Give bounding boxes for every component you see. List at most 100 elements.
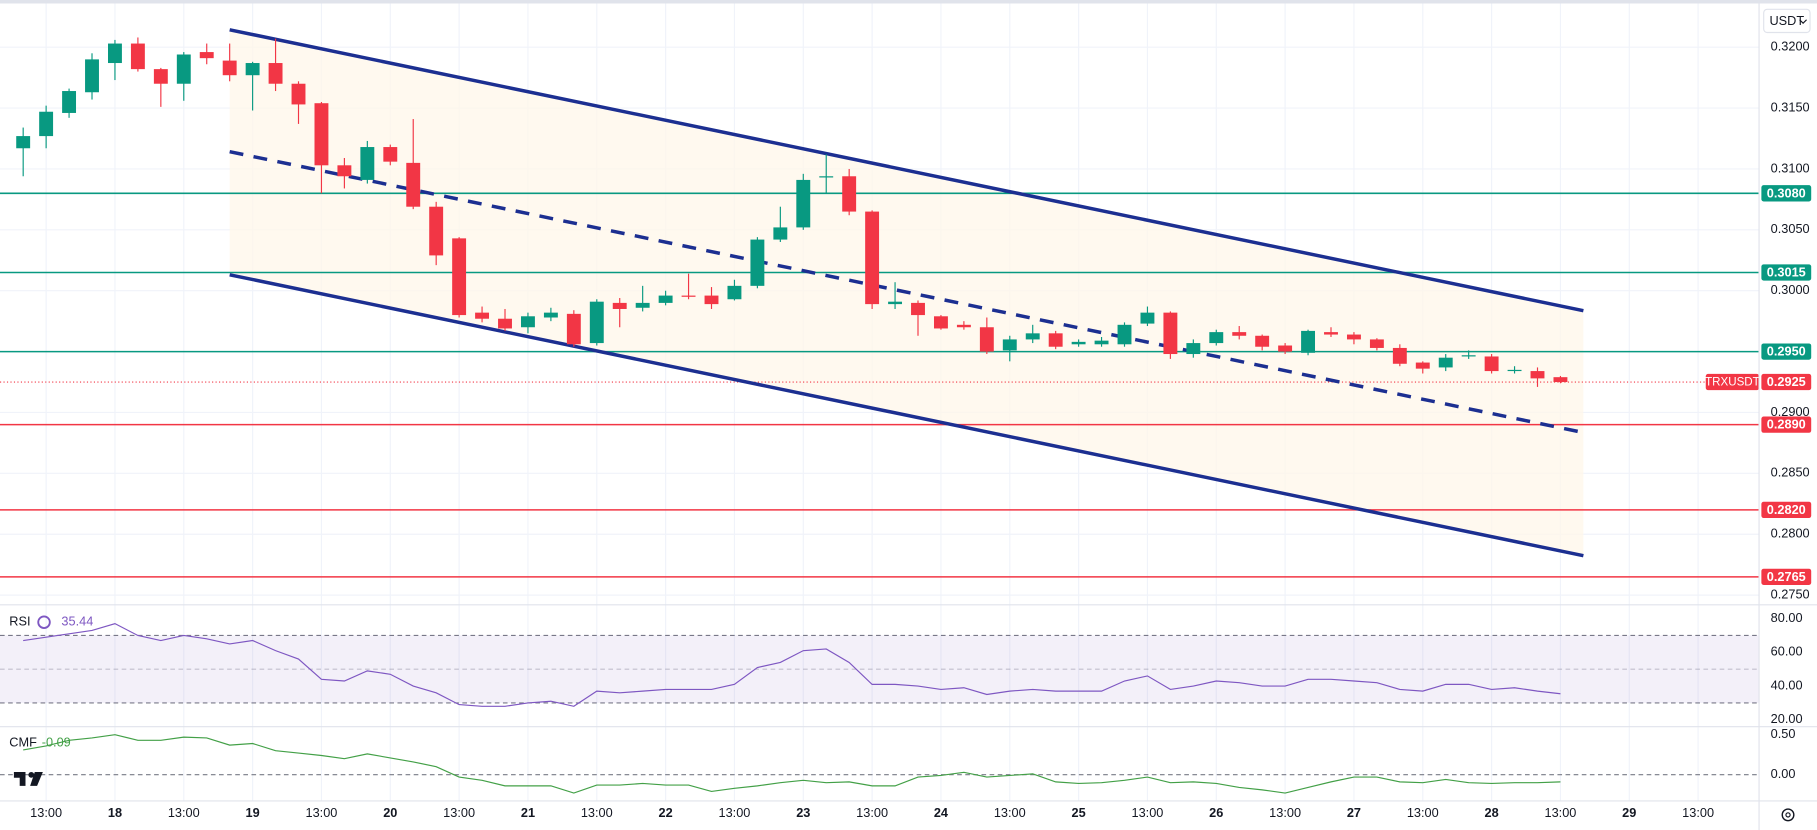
rsi-title: RSI <box>9 614 30 629</box>
y-tick-label: 20.00 <box>1771 711 1803 726</box>
candle-body <box>1369 339 1384 348</box>
level-label-box <box>1761 264 1812 281</box>
x-tick-label: 13:00 <box>1132 805 1164 820</box>
candle-body <box>956 324 971 328</box>
currency-label[interactable]: USDT <box>1769 13 1804 28</box>
candle-body <box>1530 371 1545 379</box>
y-tick-label: 80.00 <box>1771 610 1803 625</box>
candle-body <box>314 103 329 166</box>
y-tick-label: 0.50 <box>1771 726 1796 741</box>
x-tick-label: 23 <box>796 805 810 820</box>
candle-body <box>888 301 903 305</box>
candle-body <box>222 60 237 76</box>
candle-body <box>566 313 581 345</box>
candle-body <box>1438 357 1453 368</box>
gear-center[interactable] <box>1785 812 1791 818</box>
x-tick-label: 27 <box>1347 805 1361 820</box>
top-border <box>0 0 1817 4</box>
candle-body <box>819 176 834 178</box>
x-tick-label: 26 <box>1209 805 1223 820</box>
level-label-box <box>1761 568 1812 585</box>
candle-body <box>933 316 948 329</box>
x-tick-label: 28 <box>1485 805 1499 820</box>
level-label-box <box>1761 343 1812 360</box>
level-label-box <box>1761 501 1812 519</box>
candle-body <box>1163 312 1178 355</box>
candle-body <box>979 327 994 352</box>
candle-body <box>727 285 742 300</box>
x-tick-label: 29 <box>1622 805 1636 820</box>
candle-body <box>291 83 306 105</box>
candle-body <box>268 63 283 84</box>
level-label: 0.2820 <box>1767 502 1806 517</box>
candle-body <box>1553 377 1568 383</box>
cmf-title: CMF <box>9 734 37 749</box>
symbol-label: TRXUSDT <box>1705 377 1760 389</box>
candle-body <box>865 211 880 305</box>
candle-body <box>176 54 191 84</box>
candle-body <box>62 91 77 113</box>
level-label: 0.3080 <box>1767 185 1806 200</box>
y-tick-label: 0.3000 <box>1771 282 1810 297</box>
candle-body <box>1117 324 1132 345</box>
rsi-settings-icon[interactable] <box>37 615 51 629</box>
y-tick-label: 60.00 <box>1771 644 1803 659</box>
gear-icon[interactable] <box>1781 808 1795 822</box>
y-tick-label: 0.2850 <box>1771 465 1810 480</box>
logo-part <box>28 771 35 778</box>
candle-body <box>406 162 421 207</box>
channel-mid-line <box>229 149 1584 435</box>
candle-body <box>199 52 214 59</box>
candle-body <box>39 111 54 137</box>
x-tick-label: 13:00 <box>1545 805 1577 820</box>
x-tick-label: 13:00 <box>30 805 62 820</box>
candle-body <box>1346 334 1361 340</box>
candle-body <box>589 301 604 344</box>
levels-layer <box>0 192 1760 578</box>
logo <box>13 771 43 786</box>
candle-body <box>635 302 650 308</box>
marks-layer <box>16 28 1584 794</box>
currency-button-box[interactable] <box>1763 8 1811 34</box>
candle-body <box>429 206 444 256</box>
candle-body <box>520 316 535 328</box>
y-tick-label: 0.2900 <box>1771 404 1810 419</box>
x-tick-label: 24 <box>934 805 949 820</box>
rsi-line <box>23 623 1561 707</box>
x-tick-label: 13:00 <box>994 805 1026 820</box>
x-tick-label: 22 <box>659 805 673 820</box>
level-label: 0.3015 <box>1767 264 1806 279</box>
candle-body <box>1301 330 1316 353</box>
candle-body <box>16 136 31 149</box>
candle-body <box>1324 332 1338 335</box>
candle-body <box>1278 345 1293 352</box>
refresh-icon[interactable] <box>37 615 51 629</box>
symbol-label-box <box>1705 373 1760 391</box>
x-tick-label: 13:00 <box>1682 805 1714 820</box>
candle-body <box>1209 332 1224 344</box>
candle-body <box>1392 347 1407 364</box>
candle-body <box>1140 312 1155 324</box>
candle-body <box>658 295 673 303</box>
level-label: 0.2765 <box>1767 569 1806 584</box>
logo-part <box>13 771 26 786</box>
candle-body <box>1255 335 1270 347</box>
candle-body <box>911 302 925 316</box>
candle-body <box>543 312 558 318</box>
candle-body <box>1484 356 1499 372</box>
x-tick-label: 20 <box>383 805 397 820</box>
x-tick-label: 13:00 <box>581 805 613 820</box>
dropdown-arrow[interactable] <box>1799 19 1807 25</box>
x-tick-label: 18 <box>108 805 122 820</box>
candle-body <box>245 63 260 76</box>
level-label-box <box>1761 185 1812 202</box>
currency-button[interactable]: USDT <box>1763 8 1811 34</box>
candle-body <box>1461 355 1476 357</box>
candle-body <box>796 179 811 228</box>
settings-button[interactable] <box>1781 808 1795 822</box>
x-tick-label: 13:00 <box>719 805 751 820</box>
candle-body <box>842 176 857 212</box>
x-tick-label: 25 <box>1072 805 1086 820</box>
level-label: 0.2890 <box>1767 417 1806 432</box>
